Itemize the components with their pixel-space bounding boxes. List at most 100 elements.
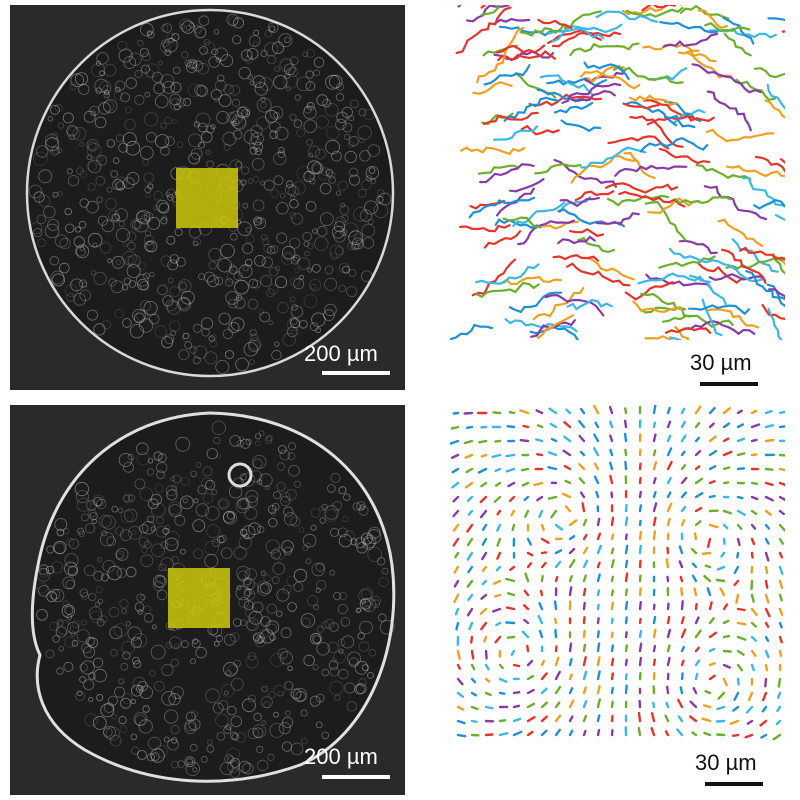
cell-outline	[151, 752, 160, 761]
cell-outline	[280, 627, 292, 639]
cell-outline	[93, 570, 104, 581]
cell-outline	[243, 342, 259, 357]
cell-outline	[92, 494, 105, 508]
cell-outline	[337, 603, 348, 615]
cell-outline	[271, 349, 282, 361]
cell-trajectory	[496, 509, 502, 516]
cell-outline	[93, 668, 107, 683]
cell-trajectory	[624, 533, 628, 541]
cell-outline	[251, 601, 264, 614]
cell-outline	[358, 505, 369, 516]
cell-outline	[111, 255, 125, 269]
cell-trajectory	[547, 466, 558, 471]
cell-outline	[306, 102, 316, 111]
cell-trajectory	[732, 733, 740, 737]
cell-trajectory	[664, 714, 670, 723]
cell-outline	[134, 69, 143, 78]
cell-outline	[169, 636, 182, 649]
cell-outline	[126, 172, 140, 185]
cell-trajectory	[746, 719, 754, 725]
cell-outline	[164, 709, 179, 724]
cell-trajectory	[455, 621, 460, 631]
cell-trajectory	[774, 255, 785, 265]
cell-outline	[177, 297, 192, 312]
cell-outline	[182, 332, 192, 343]
cell-outline	[313, 57, 325, 68]
cell-trajectory	[694, 520, 702, 527]
cell-trajectory	[452, 411, 460, 415]
cell-outline	[54, 103, 63, 112]
cell-outline	[262, 237, 270, 245]
cell-outline	[327, 641, 339, 653]
cell-trajectory	[680, 491, 687, 499]
cell-trajectory	[460, 146, 526, 156]
cell-outline	[302, 545, 309, 552]
cell-outline	[333, 651, 346, 664]
cell-trajectory	[731, 238, 779, 273]
cell-outline	[243, 577, 252, 586]
cell-outline	[96, 498, 107, 510]
cell-trajectory	[608, 405, 614, 415]
cell-outline	[118, 48, 133, 63]
cell-outline	[89, 512, 98, 521]
cell-outline	[176, 98, 186, 108]
cell-trajectory	[481, 579, 488, 586]
cell-outline	[246, 582, 259, 595]
cell-trajectory	[708, 631, 717, 639]
cell-trajectory	[624, 684, 628, 695]
cell-outline	[45, 565, 55, 575]
cell-outline	[204, 553, 219, 568]
cell-outline	[72, 126, 87, 141]
cell-trajectory	[586, 73, 641, 90]
cell-outline	[337, 527, 348, 538]
cell-trajectory	[706, 128, 775, 143]
cell-trajectory	[680, 464, 687, 471]
cell-trajectory	[664, 326, 712, 334]
cell-trajectory	[450, 439, 460, 445]
cell-outline	[117, 41, 128, 52]
cell-trajectory	[596, 617, 600, 625]
cell-outline	[83, 110, 96, 123]
cell-outline	[74, 481, 89, 497]
cell-outline	[228, 298, 239, 309]
cell-trajectory	[638, 544, 642, 555]
cell-trajectory	[466, 495, 474, 502]
cell-trajectory	[593, 405, 600, 415]
cell-outline	[94, 78, 109, 93]
cell-trajectory	[708, 617, 715, 625]
cell-outline	[174, 643, 180, 649]
cell-trajectory	[554, 670, 561, 681]
cell-trajectory	[512, 691, 521, 695]
cell-outline	[229, 110, 243, 125]
cell-outline	[360, 599, 366, 605]
cell-outline	[273, 175, 284, 186]
cell-outline	[197, 62, 209, 75]
cell-outline	[168, 693, 181, 706]
cell-outline	[303, 119, 317, 133]
cell-outline	[91, 63, 106, 78]
cell-outline	[202, 493, 214, 504]
cell-outline	[238, 264, 253, 279]
cell-outline	[120, 92, 130, 103]
cell-trajectory	[547, 451, 558, 457]
cell-outline	[162, 23, 173, 34]
cell-trajectory	[610, 516, 615, 527]
cell-outline	[202, 466, 213, 477]
cell-trajectory	[484, 705, 494, 710]
cell-outline	[103, 91, 110, 99]
cell-outline	[45, 137, 60, 152]
cell-trajectory	[546, 77, 607, 87]
cell-outline	[308, 152, 314, 158]
cell-outline	[359, 150, 371, 162]
cell-outline	[153, 451, 163, 461]
cell-outline	[266, 435, 273, 442]
cell-trajectory	[778, 467, 785, 472]
cell-outline	[264, 42, 279, 57]
cell-outline	[57, 191, 63, 197]
cell-outline	[103, 727, 113, 738]
cell-outline	[248, 339, 261, 353]
cell-outline	[136, 210, 151, 224]
cell-outline	[136, 593, 145, 602]
cell-trajectory	[530, 319, 576, 338]
trajectory-plot-bottom	[450, 405, 785, 740]
